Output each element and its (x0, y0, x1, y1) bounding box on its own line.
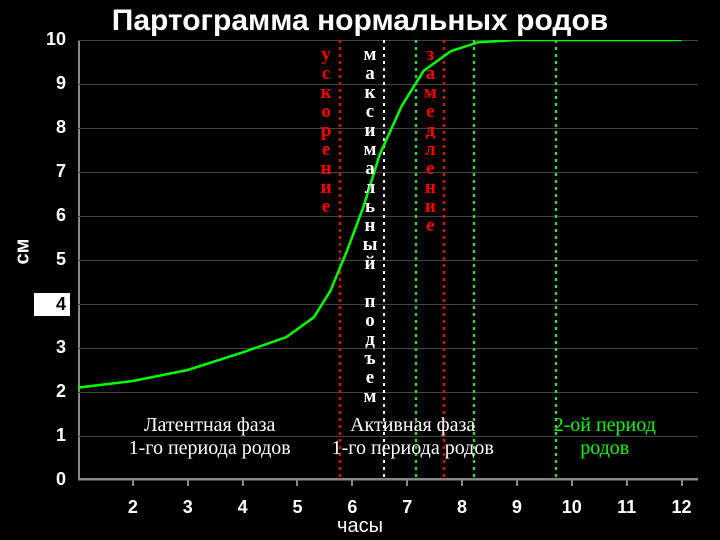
y-axis-label: см (11, 239, 34, 265)
gridline (78, 480, 698, 481)
vline-label: замедление (419, 44, 441, 234)
y-tick: 10 (38, 29, 66, 50)
y-tick: 6 (38, 205, 66, 226)
x-tick: 11 (617, 497, 636, 518)
y-tick: 5 (38, 249, 66, 270)
y-tick: 7 (38, 161, 66, 182)
x-tick: 8 (457, 497, 467, 518)
x-tick: 2 (128, 497, 138, 518)
x-tick: 5 (292, 497, 302, 518)
y-tick: 0 (38, 469, 66, 490)
y-tick: 8 (38, 117, 66, 138)
x-tick: 12 (672, 497, 692, 518)
y-tick: 1 (38, 425, 66, 446)
x-axis-label: часы (337, 515, 383, 538)
y-tick: 4 (34, 293, 70, 316)
y-tick: 2 (38, 381, 66, 402)
x-tick: 9 (512, 497, 522, 518)
x-tick: 7 (402, 497, 412, 518)
x-tick: 4 (238, 497, 248, 518)
phase-label: Латентная фаза1-го периода родов (110, 414, 310, 460)
phase-label: Активная фаза1-го периода родов (313, 414, 513, 460)
x-tick: 10 (562, 497, 582, 518)
y-tick: 3 (38, 337, 66, 358)
y-tick: 9 (38, 73, 66, 94)
vline-label: максимальный подъем (359, 44, 381, 405)
x-tick: 3 (183, 497, 193, 518)
chart-title: Партограмма нормальных родов (0, 0, 720, 38)
vline-label: ускорение (315, 44, 337, 215)
phase-label: 2-ой периодродов (505, 414, 705, 460)
